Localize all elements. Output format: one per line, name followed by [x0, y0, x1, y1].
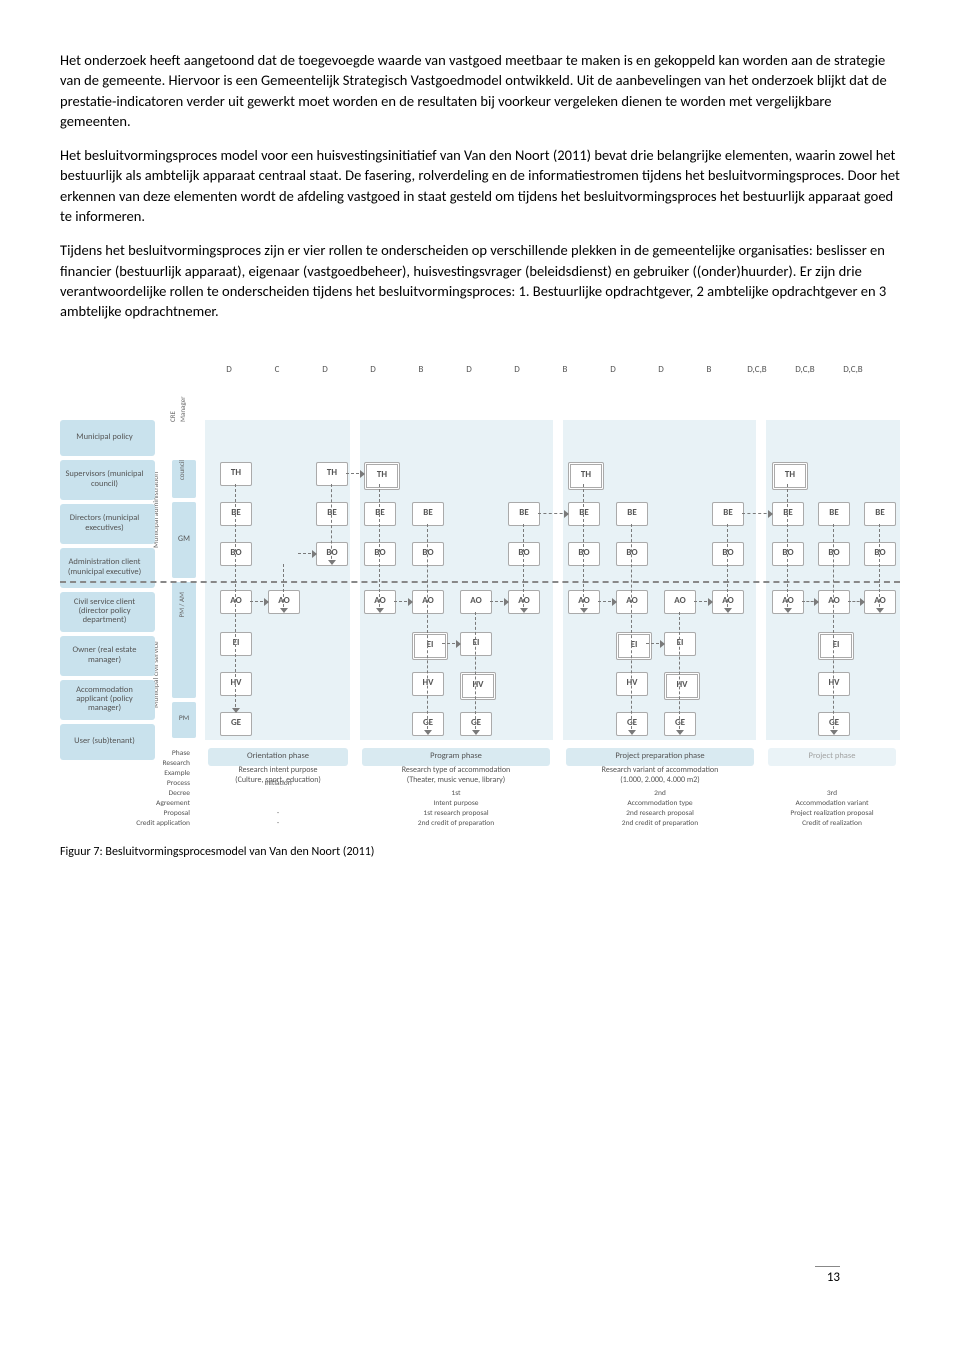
box-bo: BO — [818, 542, 850, 566]
box-bo: BO — [568, 542, 600, 566]
box-ei: EI — [460, 632, 492, 656]
blue-band-gm: GM — [172, 502, 196, 578]
box-th: TH — [568, 462, 604, 490]
box-be: BE — [712, 502, 744, 526]
box-ei: EI — [818, 632, 854, 660]
page-number: 13 — [815, 1266, 840, 1287]
box-bo: BO — [364, 542, 396, 566]
paragraph-1: Het onderzoek heeft aangetoond dat de to… — [60, 50, 900, 131]
blue-band-pm: PM — [172, 702, 196, 738]
box-ao: AO — [664, 590, 696, 614]
box-hv: HV — [460, 672, 496, 700]
paragraph-2: Het besluitvormingsproces model voor een… — [60, 145, 900, 226]
box-ei: EI — [412, 632, 448, 660]
figure-caption: Figuur 7: Besluitvormingsprocesmodel van… — [60, 844, 900, 861]
box-bo: BO — [864, 542, 896, 566]
row-labels: Municipal policy Supervisors (municipal … — [60, 420, 155, 760]
box-bo: BO — [772, 542, 804, 566]
box-hv: HV — [412, 672, 444, 696]
box-be: BE — [818, 502, 850, 526]
box-be: BE — [616, 502, 648, 526]
box-be: BE — [864, 502, 896, 526]
box-hv: HV — [818, 672, 850, 696]
box-ei: EI — [616, 632, 652, 660]
box-ao: AO — [412, 590, 444, 614]
box-be: BE — [316, 502, 348, 526]
box-be: BE — [568, 502, 600, 526]
box-bo: BO — [220, 542, 252, 566]
box-th: TH — [772, 462, 808, 490]
box-ei: EI — [664, 632, 696, 656]
box-th: TH — [316, 462, 348, 486]
box-hv: HV — [664, 672, 700, 700]
box-ge: GE — [220, 712, 252, 736]
box-ao: AO — [818, 590, 850, 614]
box-hv: HV — [220, 672, 252, 696]
box-ao: AO — [616, 590, 648, 614]
blue-band-pm-am: PM / AM — [172, 582, 196, 698]
box-bo: BO — [412, 542, 444, 566]
blue-band-council: council — [172, 460, 196, 498]
box-bo: BO — [616, 542, 648, 566]
box-be: BE — [772, 502, 804, 526]
box-th: TH — [364, 462, 400, 490]
box-bo: BO — [508, 542, 540, 566]
box-ei: EI — [220, 632, 252, 656]
box-th: TH — [220, 462, 252, 486]
figure-7-diagram: Municipal administration Municipal civil… — [60, 350, 900, 830]
box-hv: HV — [616, 672, 648, 696]
paragraph-3: Tijdens het besluitvormingsproces zijn e… — [60, 240, 900, 321]
box-be: BE — [364, 502, 396, 526]
box-be: BE — [508, 502, 540, 526]
top-label-row: D C D D B D D B D D B D,C,B D,C,B D,C,B — [205, 364, 900, 384]
box-ao: AO — [220, 590, 252, 614]
box-ao: AO — [460, 590, 492, 614]
box-bo: BO — [712, 542, 744, 566]
box-be: BE — [220, 502, 252, 526]
box-be: BE — [412, 502, 444, 526]
